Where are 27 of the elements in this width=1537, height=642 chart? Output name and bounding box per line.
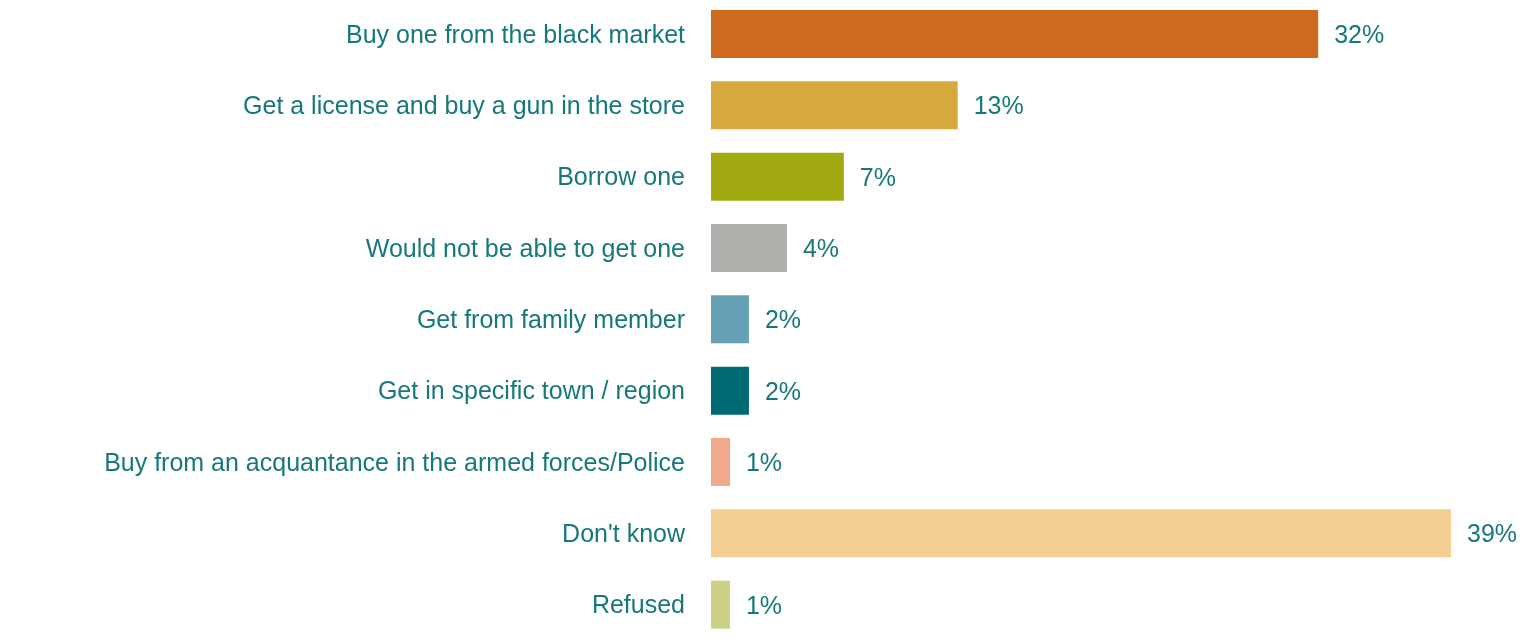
bar <box>711 366 749 415</box>
data-label: 1% <box>745 447 783 476</box>
y-tick-label: Get in specific town / region <box>377 376 685 405</box>
y-tick-label: Buy from an acquantance in the armed forces/Police <box>104 447 685 476</box>
bar <box>711 224 787 272</box>
data-label: 13% <box>973 91 1024 120</box>
y-tick-label: Would not be able to get one <box>365 233 685 262</box>
y-tick-label: Buy one from the black market <box>345 19 686 48</box>
y-tick-label: Get from family member <box>416 305 685 333</box>
bar <box>711 152 844 201</box>
data-label: 7% <box>859 162 896 191</box>
data-label: 4% <box>802 233 840 262</box>
bar <box>711 10 1319 58</box>
bar <box>711 580 730 629</box>
data-label: 32% <box>1334 19 1385 48</box>
bar <box>711 295 749 344</box>
data-label: 1% <box>745 590 783 619</box>
data-label: 2% <box>764 305 802 334</box>
bar <box>711 438 730 486</box>
bar <box>711 81 958 130</box>
data-label: 2% <box>764 376 802 405</box>
y-tick-label: Don't know <box>562 519 686 547</box>
y-tick-label: Borrow one <box>557 162 685 191</box>
y-tick-label: Get a license and buy a gun in the store <box>243 91 685 119</box>
y-tick-label: Refused <box>591 590 685 619</box>
data-label: 39% <box>1467 519 1518 548</box>
bar <box>711 509 1451 558</box>
